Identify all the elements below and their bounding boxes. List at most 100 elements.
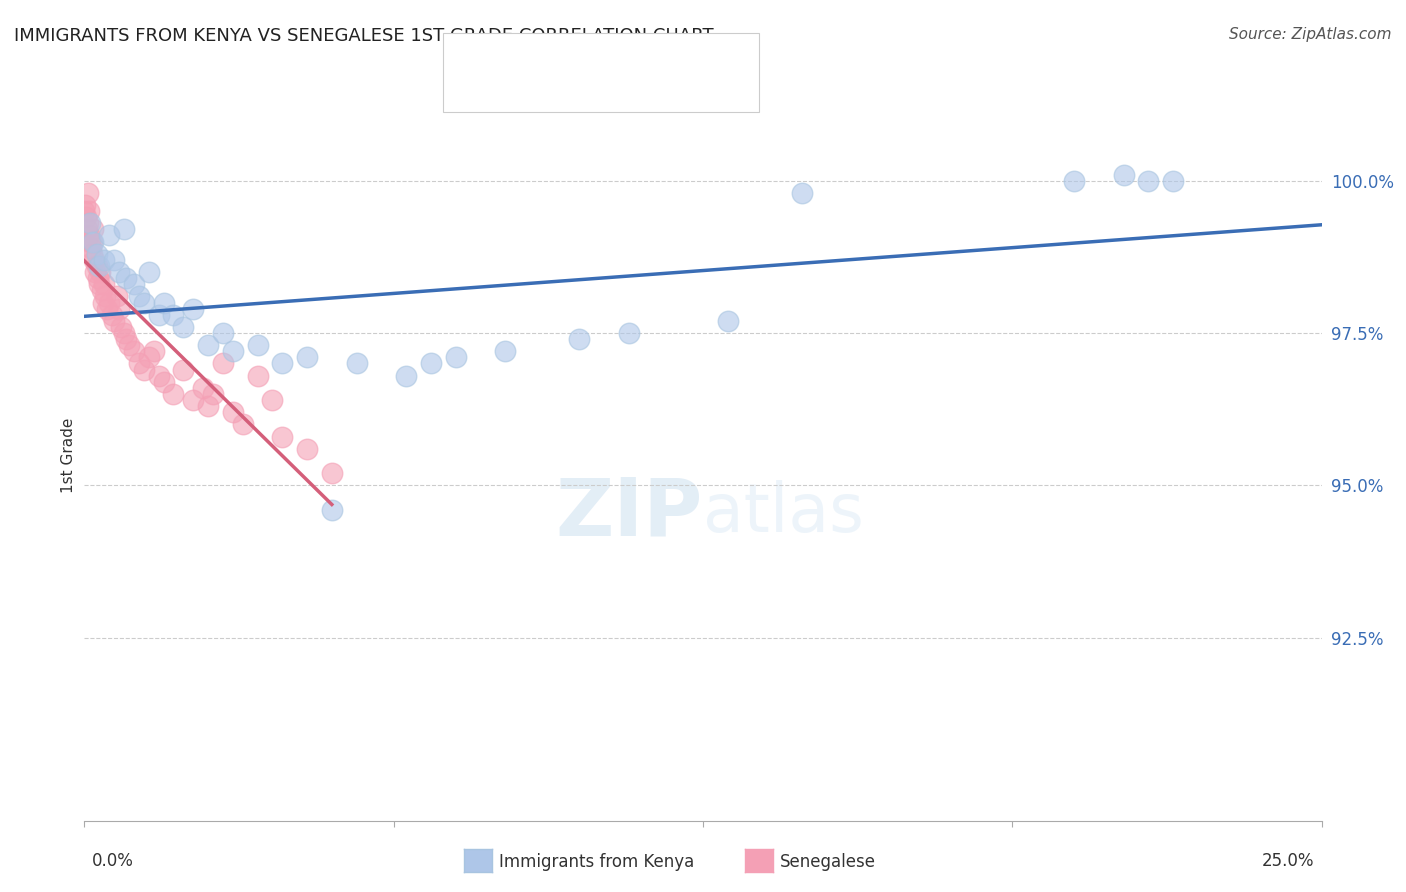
Point bbox=[197, 338, 219, 352]
Point bbox=[262, 392, 284, 407]
Point bbox=[89, 277, 111, 292]
Point bbox=[79, 228, 101, 243]
Point bbox=[79, 216, 101, 230]
Point bbox=[790, 186, 813, 200]
Point bbox=[617, 326, 640, 340]
Text: 0.462: 0.462 bbox=[537, 78, 593, 95]
Point bbox=[271, 357, 294, 371]
Point bbox=[142, 344, 165, 359]
Point bbox=[103, 252, 125, 267]
Point bbox=[494, 344, 516, 359]
Point bbox=[295, 351, 318, 365]
Point bbox=[90, 284, 112, 298]
Text: 39: 39 bbox=[650, 40, 675, 58]
Point bbox=[73, 204, 96, 219]
Point bbox=[232, 417, 254, 432]
Point bbox=[148, 308, 170, 322]
Point bbox=[138, 351, 160, 365]
Point bbox=[717, 314, 740, 328]
Point bbox=[98, 228, 121, 243]
Point bbox=[96, 301, 118, 316]
Point bbox=[132, 362, 155, 376]
Point bbox=[1112, 168, 1135, 182]
Point bbox=[115, 271, 138, 285]
Point bbox=[122, 344, 145, 359]
Point bbox=[100, 308, 122, 322]
Point bbox=[1161, 174, 1184, 188]
Point bbox=[271, 430, 294, 444]
Point bbox=[321, 467, 343, 481]
Point bbox=[346, 357, 368, 371]
Point bbox=[94, 289, 117, 303]
Point bbox=[212, 357, 235, 371]
Point bbox=[172, 320, 194, 334]
Point bbox=[222, 405, 245, 419]
Point bbox=[128, 289, 150, 303]
Point bbox=[103, 314, 125, 328]
Text: ZIP: ZIP bbox=[555, 475, 703, 552]
Text: atlas: atlas bbox=[703, 481, 863, 547]
Point bbox=[152, 295, 174, 310]
Point bbox=[162, 387, 184, 401]
Point bbox=[152, 375, 174, 389]
Point bbox=[80, 247, 103, 261]
Point bbox=[321, 503, 343, 517]
Point bbox=[108, 265, 131, 279]
Point bbox=[181, 301, 204, 316]
Point bbox=[148, 368, 170, 383]
Text: 25.0%: 25.0% bbox=[1263, 852, 1315, 870]
Text: N =: N = bbox=[596, 78, 648, 95]
Point bbox=[132, 295, 155, 310]
Point bbox=[79, 235, 101, 249]
Point bbox=[87, 271, 110, 285]
Point bbox=[108, 301, 131, 316]
Point bbox=[172, 362, 194, 376]
Point bbox=[93, 277, 115, 292]
Point bbox=[110, 320, 132, 334]
Point bbox=[181, 392, 204, 407]
Point bbox=[82, 235, 104, 249]
Point bbox=[86, 259, 108, 273]
Text: IMMIGRANTS FROM KENYA VS SENEGALESE 1ST GRADE CORRELATION CHART: IMMIGRANTS FROM KENYA VS SENEGALESE 1ST … bbox=[14, 27, 714, 45]
Text: R =: R = bbox=[491, 78, 530, 95]
Text: 0.0%: 0.0% bbox=[91, 852, 134, 870]
Point bbox=[84, 265, 107, 279]
Point bbox=[82, 235, 104, 249]
Point bbox=[568, 332, 591, 346]
Point bbox=[76, 186, 98, 200]
Point bbox=[212, 326, 235, 340]
Point bbox=[91, 295, 114, 310]
Point bbox=[77, 204, 100, 219]
Y-axis label: 1st Grade: 1st Grade bbox=[60, 417, 76, 492]
Point bbox=[105, 289, 128, 303]
Point bbox=[1063, 174, 1085, 188]
Text: N =: N = bbox=[596, 40, 648, 58]
Point bbox=[191, 381, 214, 395]
Point bbox=[138, 265, 160, 279]
Point bbox=[1137, 174, 1160, 188]
Point bbox=[112, 326, 135, 340]
Text: Senegalese: Senegalese bbox=[780, 853, 876, 871]
Point bbox=[82, 222, 104, 236]
Point bbox=[395, 368, 418, 383]
Point bbox=[162, 308, 184, 322]
Text: Immigrants from Kenya: Immigrants from Kenya bbox=[499, 853, 695, 871]
Point bbox=[83, 252, 105, 267]
Point bbox=[246, 368, 269, 383]
Point bbox=[75, 211, 97, 225]
Point bbox=[197, 399, 219, 413]
Point bbox=[128, 357, 150, 371]
Point bbox=[419, 357, 441, 371]
Point bbox=[76, 222, 98, 236]
Point bbox=[444, 351, 467, 365]
Text: 0.292: 0.292 bbox=[537, 40, 593, 58]
Point bbox=[89, 259, 111, 273]
Point bbox=[77, 216, 100, 230]
Point bbox=[122, 277, 145, 292]
Point bbox=[115, 332, 138, 346]
Point bbox=[202, 387, 225, 401]
Point bbox=[112, 222, 135, 236]
Point bbox=[246, 338, 269, 352]
Text: 54: 54 bbox=[650, 78, 675, 95]
Point bbox=[93, 252, 115, 267]
